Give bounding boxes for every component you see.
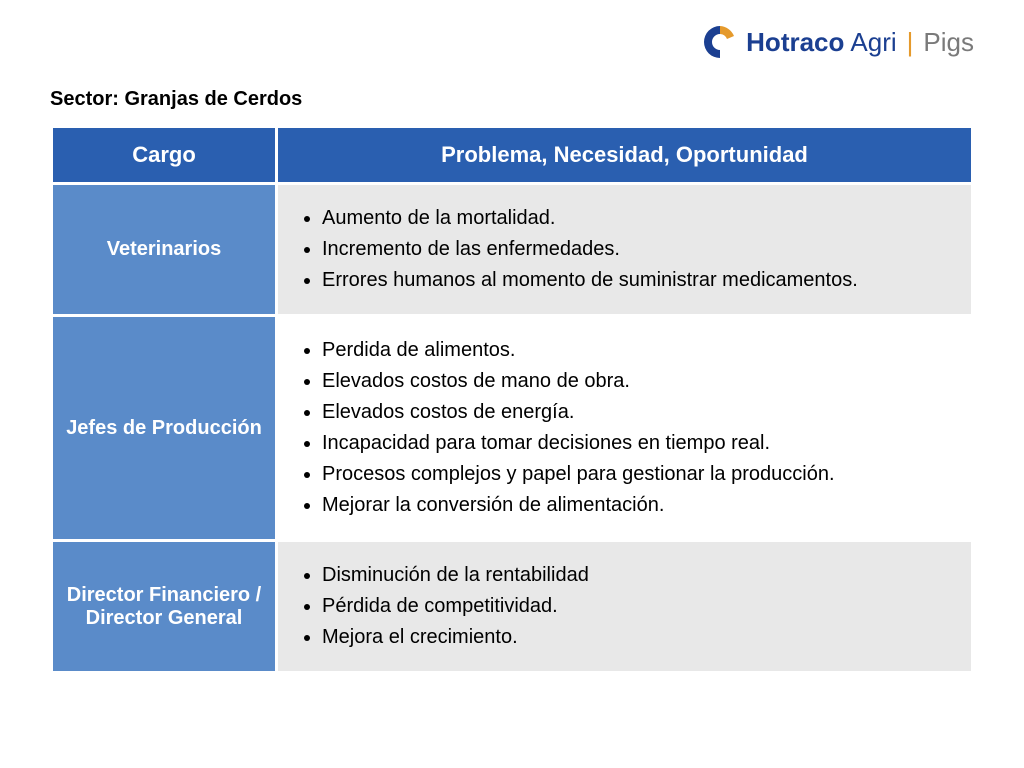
list-item: Incremento de las enfermedades. (322, 234, 953, 265)
brand-word-pigs: Pigs (923, 27, 974, 58)
list-item: Errores humanos al momento de suministra… (322, 265, 953, 296)
col-header-problem: Problema, Necesidad, Oportunidad (277, 127, 973, 184)
problems-list: Aumento de la mortalidad.Incremento de l… (284, 203, 953, 296)
list-item: Perdida de alimentos. (322, 335, 953, 366)
brand-word-hotraco: Hotraco (746, 27, 844, 58)
list-item: Pérdida de competitividad. (322, 591, 953, 622)
problems-cell: Perdida de alimentos.Elevados costos de … (277, 316, 973, 541)
table-body: VeterinariosAumento de la mortalidad.Inc… (52, 184, 973, 673)
table-row: Director Financiero / Director GeneralDi… (52, 541, 973, 673)
sector-heading: Sector: Granjas de Cerdos (50, 88, 974, 111)
role-cell: Jefes de Producción (52, 316, 277, 541)
brand-divider: | (907, 27, 914, 58)
brand-logo: Hotraco Agri | Pigs (700, 22, 974, 62)
table-row: Jefes de ProducciónPerdida de alimentos.… (52, 316, 973, 541)
problems-list: Perdida de alimentos.Elevados costos de … (284, 335, 953, 521)
list-item: Aumento de la mortalidad. (322, 203, 953, 234)
col-header-role: Cargo (52, 127, 277, 184)
role-cell: Veterinarios (52, 184, 277, 316)
problems-cell: Disminución de la rentabilidadPérdida de… (277, 541, 973, 673)
problems-list: Disminución de la rentabilidadPérdida de… (284, 560, 953, 653)
list-item: Incapacidad para tomar decisiones en tie… (322, 428, 953, 459)
list-item: Mejora el crecimiento. (322, 622, 953, 653)
list-item: Elevados costos de energía. (322, 397, 953, 428)
list-item: Disminución de la rentabilidad (322, 560, 953, 591)
table-row: VeterinariosAumento de la mortalidad.Inc… (52, 184, 973, 316)
table-header-row: Cargo Problema, Necesidad, Oportunidad (52, 127, 973, 184)
roles-table: Cargo Problema, Necesidad, Oportunidad V… (50, 125, 974, 674)
hotraco-logo-icon (700, 22, 740, 62)
role-cell: Director Financiero / Director General (52, 541, 277, 673)
list-item: Procesos complejos y papel para gestiona… (322, 459, 953, 490)
list-item: Elevados costos de mano de obra. (322, 366, 953, 397)
problems-cell: Aumento de la mortalidad.Incremento de l… (277, 184, 973, 316)
brand-word-agri: Agri (850, 27, 896, 58)
list-item: Mejorar la conversión de alimentación. (322, 490, 953, 521)
